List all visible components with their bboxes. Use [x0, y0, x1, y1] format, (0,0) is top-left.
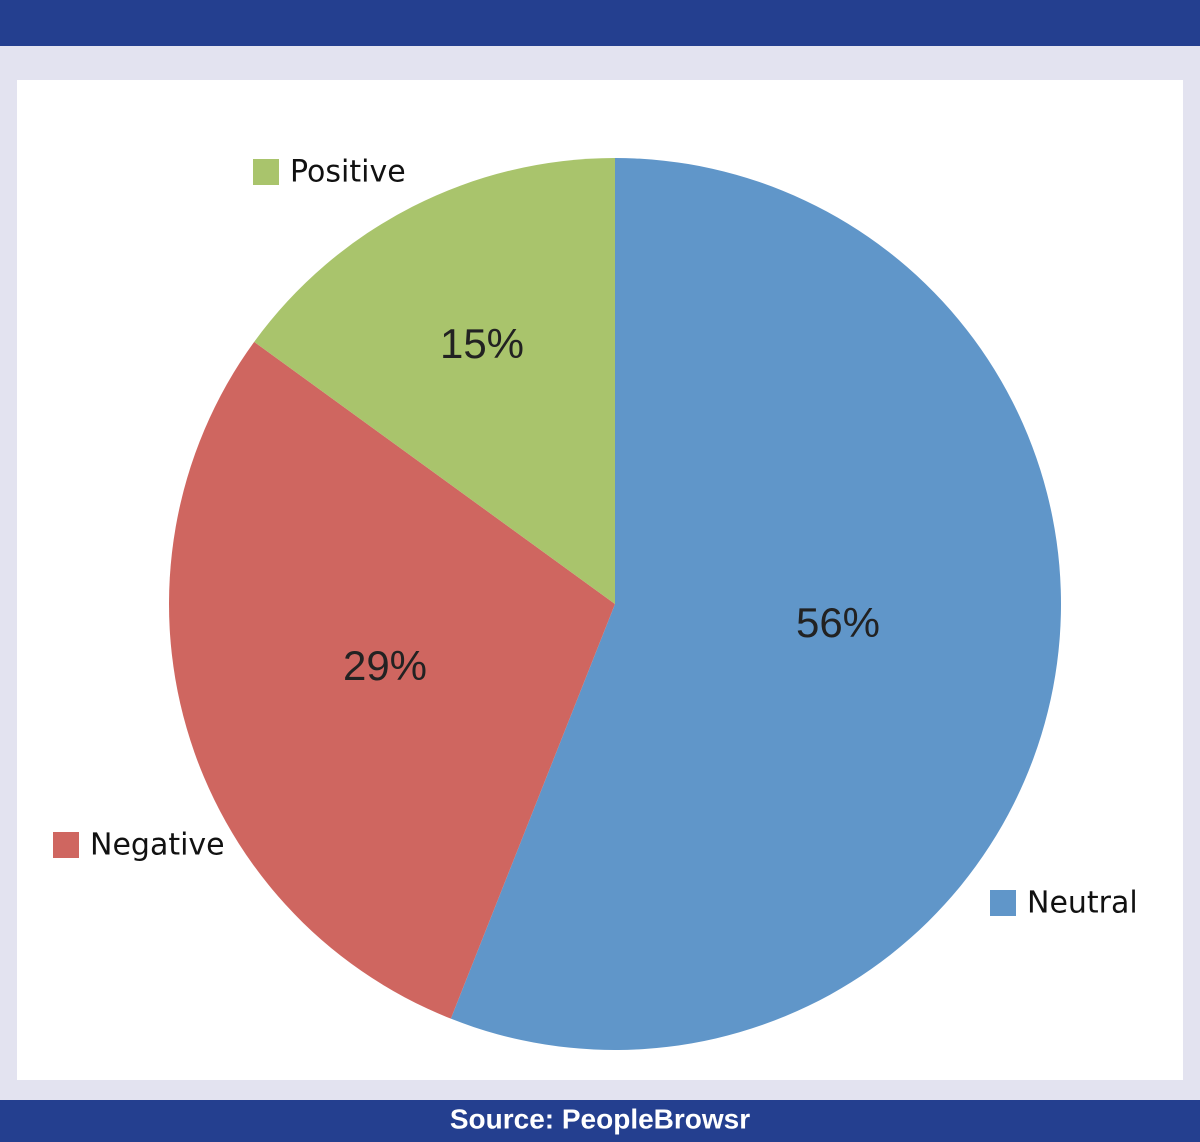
top-bar	[0, 0, 1200, 46]
data-label: 56%	[796, 599, 880, 646]
pie-slice	[169, 341, 615, 1019]
legend-swatch	[990, 890, 1016, 916]
data-label: 29%	[343, 642, 427, 689]
legend-swatch	[53, 832, 79, 858]
source-note: Source: PeopleBrowsr	[450, 1103, 750, 1134]
pie-slice	[450, 158, 1061, 1050]
legend-swatch	[253, 159, 279, 185]
legend-label: Neutral	[1027, 886, 1138, 921]
bottom-bar	[0, 1100, 1200, 1142]
legend-label: Negative	[90, 828, 225, 863]
pie-slice	[254, 158, 616, 604]
data-label: 15%	[440, 320, 524, 367]
legend-label: Positive	[290, 155, 406, 190]
